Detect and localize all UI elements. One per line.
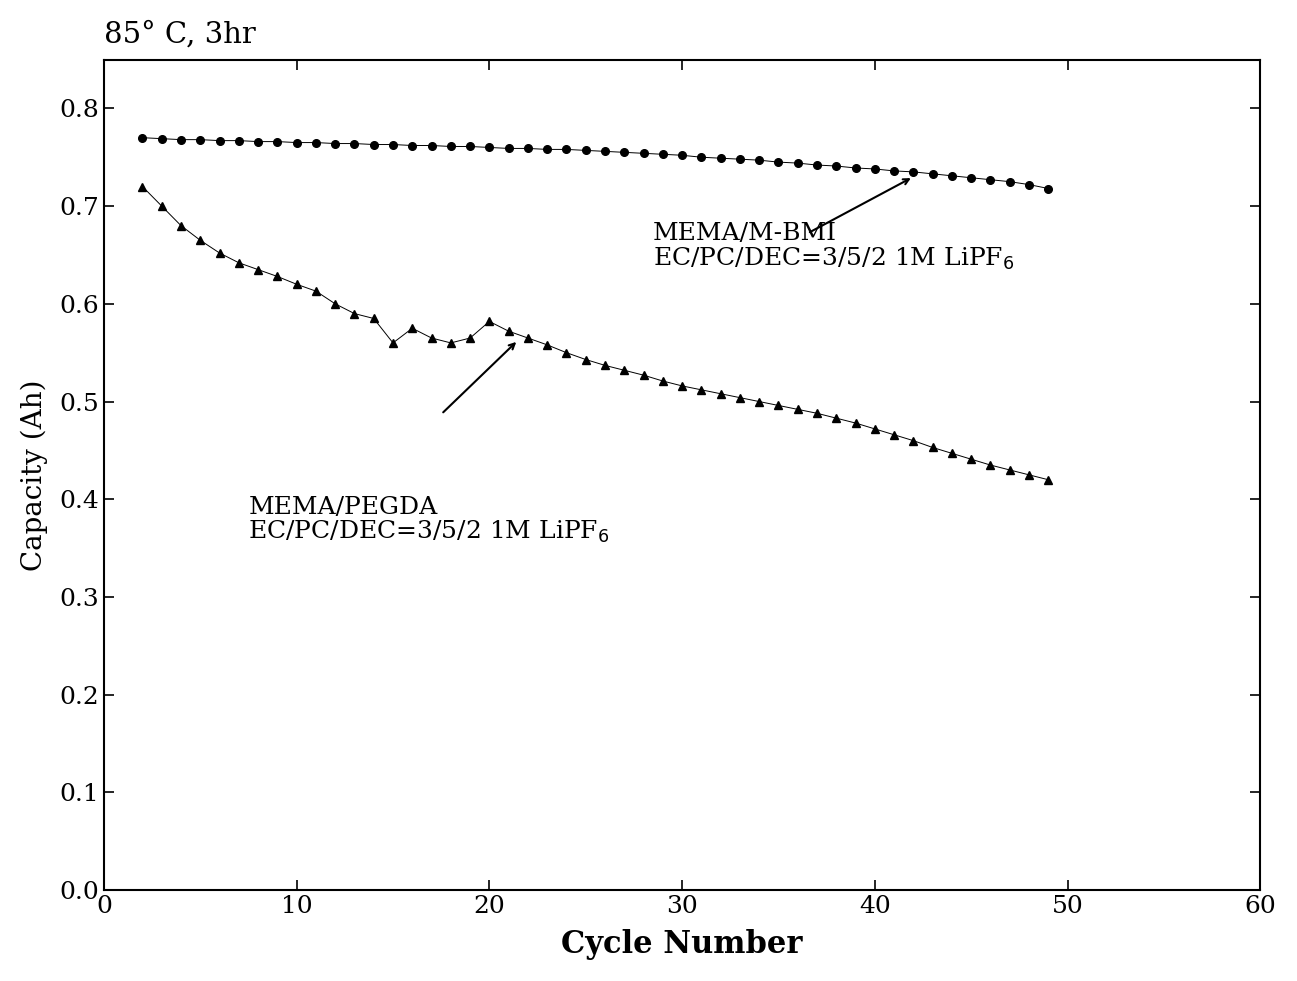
X-axis label: Cycle Number: Cycle Number [562, 929, 803, 960]
Text: MEMA/PEGDA: MEMA/PEGDA [249, 495, 437, 519]
Y-axis label: Capacity (Ah): Capacity (Ah) [21, 379, 48, 571]
Text: EC/PC/DEC=3/5/2 1M LiPF$_6$: EC/PC/DEC=3/5/2 1M LiPF$_6$ [249, 519, 610, 545]
Text: 85° C, 3hr: 85° C, 3hr [104, 21, 256, 49]
Text: MEMA/M-BMI: MEMA/M-BMI [654, 222, 837, 245]
Text: EC/PC/DEC=3/5/2 1M LiPF$_6$: EC/PC/DEC=3/5/2 1M LiPF$_6$ [654, 245, 1014, 272]
